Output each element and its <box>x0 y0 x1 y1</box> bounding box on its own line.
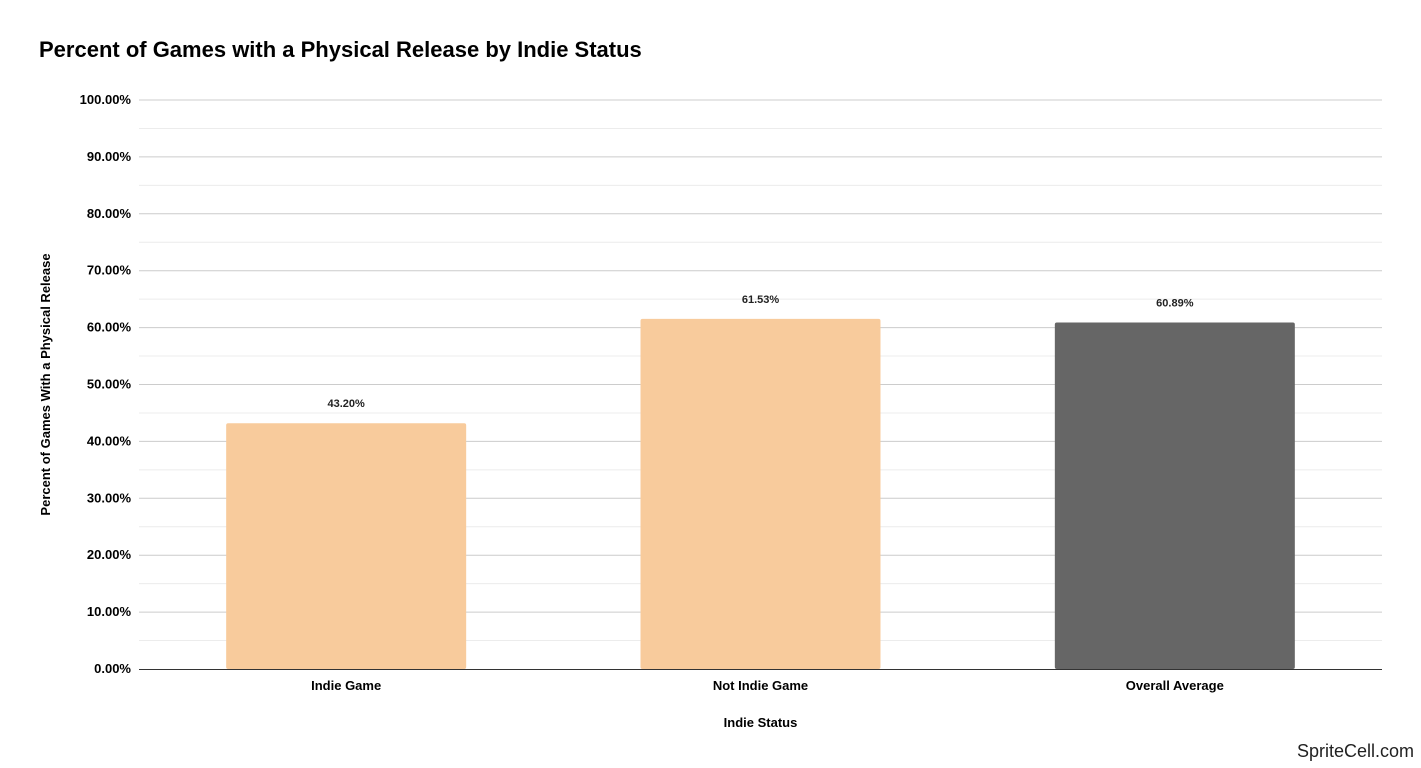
data-label: 43.20% <box>328 398 366 410</box>
chart-title: Percent of Games with a Physical Release… <box>39 37 642 62</box>
y-tick-label: 70.00% <box>87 263 132 278</box>
y-tick-label: 90.00% <box>87 149 132 164</box>
y-tick-label: 40.00% <box>87 433 132 448</box>
bar <box>226 423 467 669</box>
data-label: 61.53% <box>742 294 780 306</box>
data-label: 60.89% <box>1156 298 1194 310</box>
bar <box>1054 322 1295 669</box>
x-tick-label: Indie Game <box>311 678 381 693</box>
x-tick-label: Overall Average <box>1126 678 1224 693</box>
y-tick-label: 100.00% <box>80 92 132 107</box>
x-axis-title: Indie Status <box>724 715 798 730</box>
y-tick-label: 10.00% <box>87 604 132 619</box>
y-axis-title: Percent of Games With a Physical Release <box>38 253 53 515</box>
y-tick-label: 50.00% <box>87 377 132 392</box>
bar <box>640 318 881 669</box>
x-tick-label: Not Indie Game <box>713 678 808 693</box>
y-tick-label: 80.00% <box>87 206 132 221</box>
y-tick-label: 60.00% <box>87 320 132 335</box>
y-tick-label: 30.00% <box>87 490 132 505</box>
data-labels: 43.20% 61.53% 60.89% <box>328 294 1194 410</box>
y-axis-ticks: 0.00% 10.00% 20.00% 30.00% 40.00% 50.00% 60.00… <box>80 92 132 676</box>
y-tick-label: 20.00% <box>87 547 132 562</box>
watermark: SpriteCell.com <box>1296 741 1414 761</box>
bars <box>226 318 1295 669</box>
x-axis-ticks: Indie Game Not Indie Game Overall Average <box>311 678 1224 693</box>
y-tick-label: 0.00% <box>94 661 131 676</box>
